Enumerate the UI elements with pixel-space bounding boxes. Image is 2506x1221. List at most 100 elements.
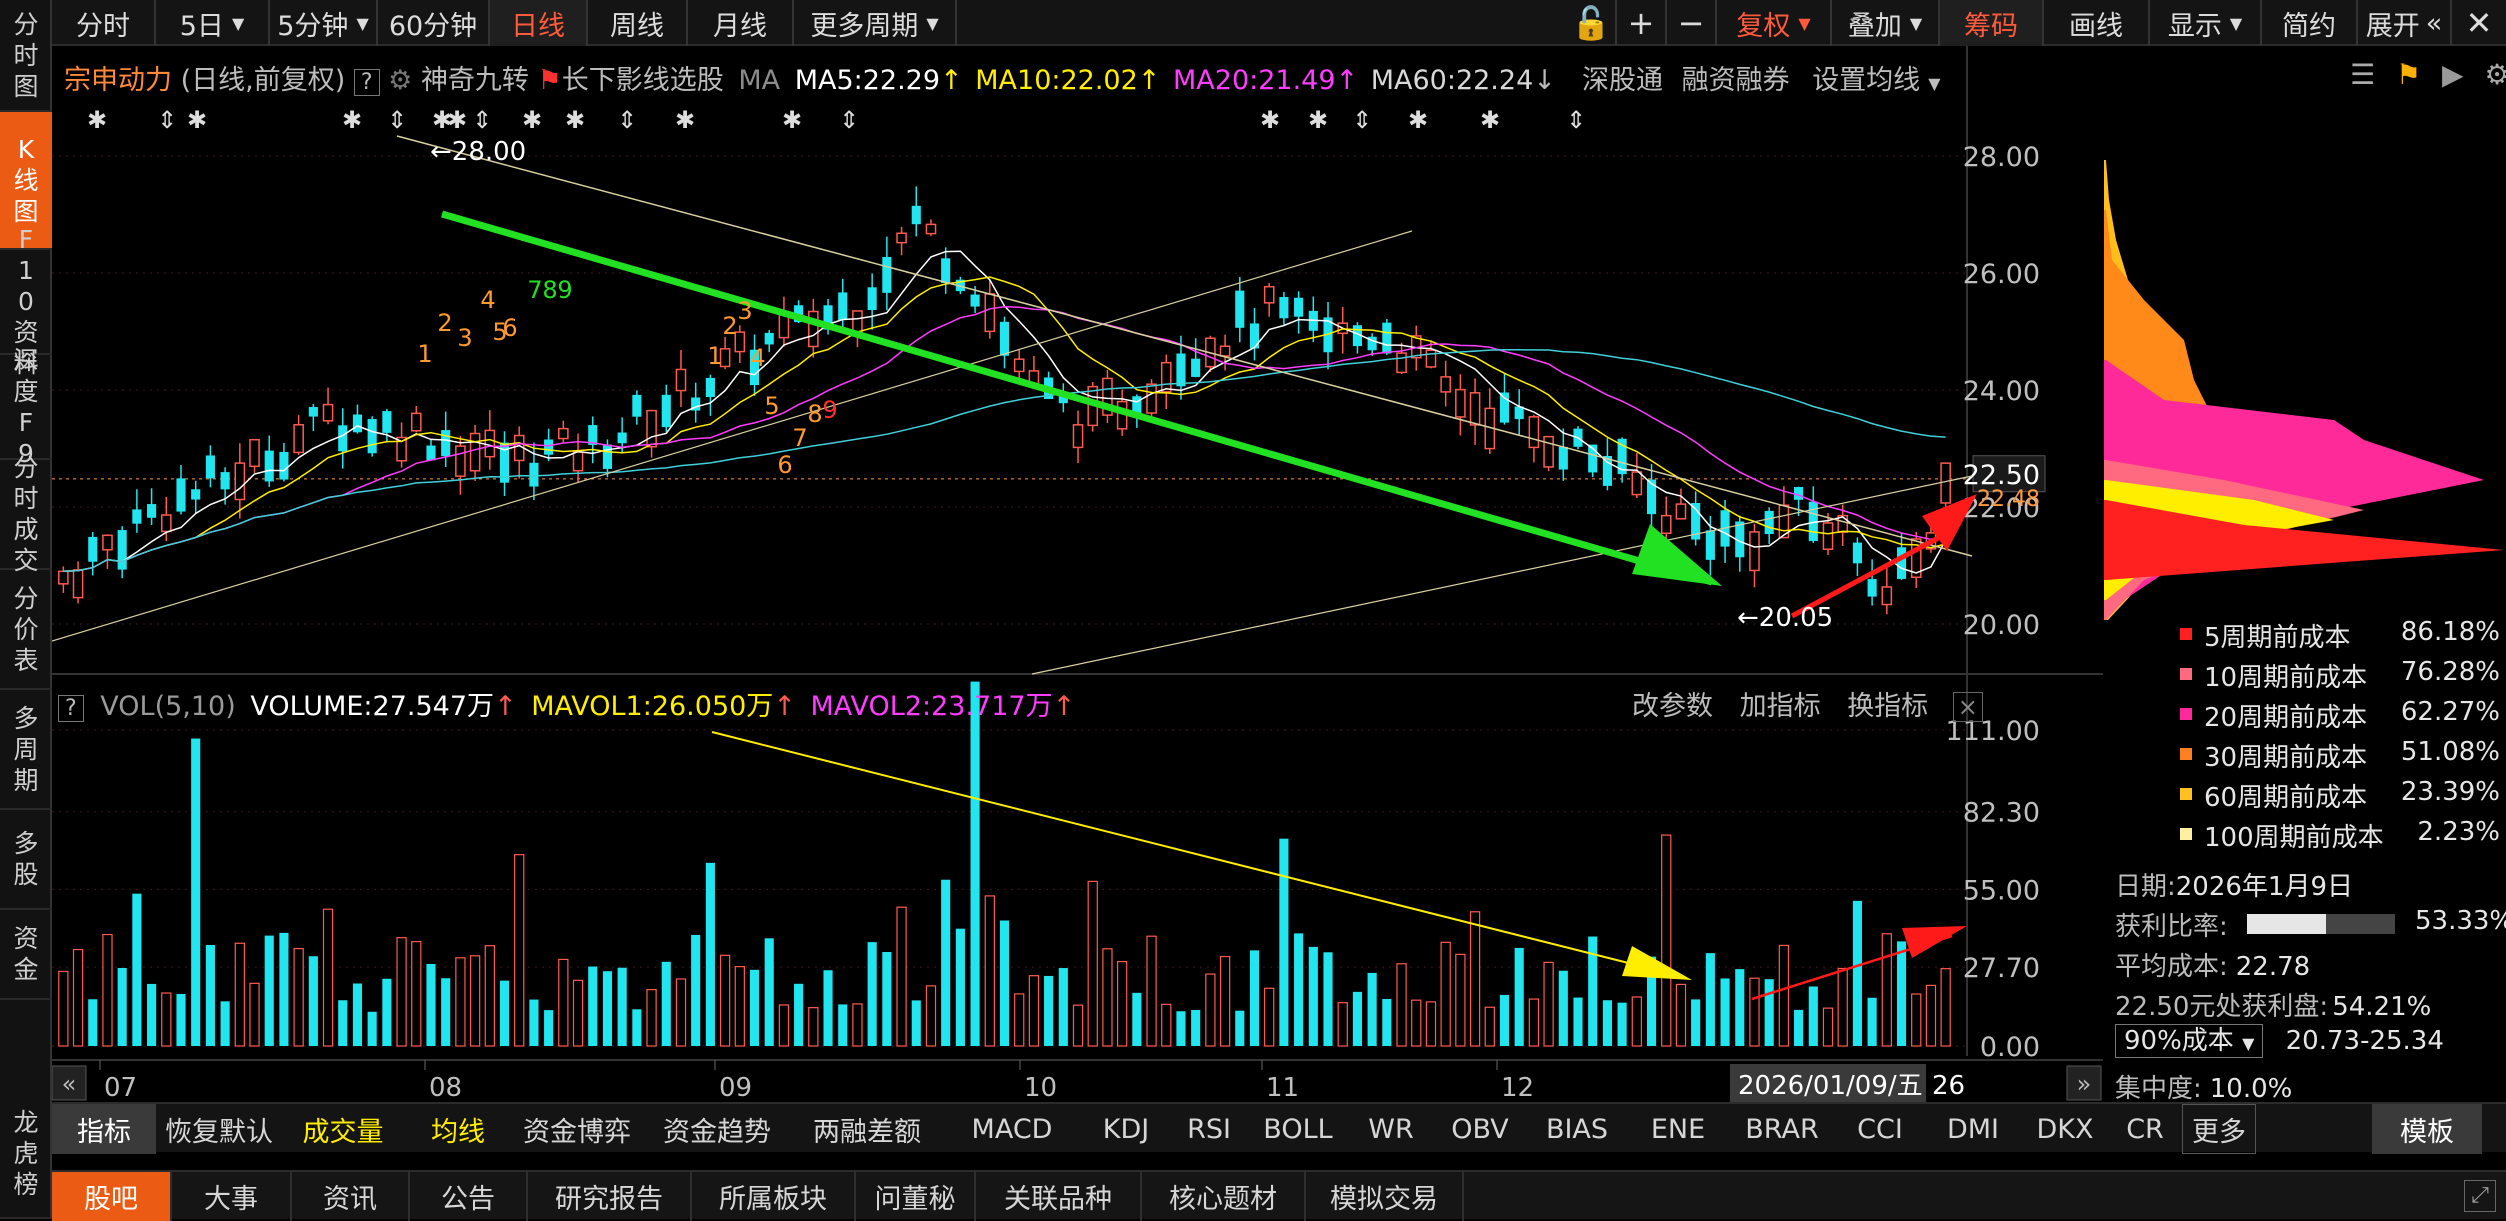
event-star-icon[interactable]: ✱ bbox=[565, 106, 585, 134]
indicator-tab-16[interactable]: CCI bbox=[1836, 1104, 1924, 1154]
help-button[interactable]: ? bbox=[353, 69, 380, 96]
bottom-tab-8[interactable]: 核心题材 bbox=[1142, 1172, 1306, 1221]
sidebar-tab-6[interactable]: 多周期 bbox=[0, 690, 52, 810]
event-star-icon[interactable]: ✱ bbox=[187, 106, 207, 134]
switch-indicator-button[interactable]: 换指标 bbox=[1847, 691, 1929, 722]
bottom-tab-1[interactable]: 大事 bbox=[172, 1172, 292, 1221]
indicator-tab-5[interactable]: 资金趋势 bbox=[642, 1104, 792, 1154]
indicator-tab-3[interactable]: 均线 bbox=[404, 1104, 512, 1154]
bottom-tab-0[interactable]: 股吧 bbox=[52, 1172, 172, 1221]
change-param-button[interactable]: 改参数 bbox=[1632, 691, 1713, 722]
list-icon[interactable]: ☰ bbox=[2350, 58, 2376, 91]
event-star-icon[interactable]: ✱ bbox=[432, 106, 452, 134]
top-button-0[interactable]: 复权 ▼ bbox=[1717, 0, 1832, 46]
indicator-tab-8[interactable]: KDJ bbox=[1082, 1104, 1170, 1154]
top-button-5[interactable]: 简约 bbox=[2262, 0, 2358, 46]
indicator-tab-14[interactable]: ENE bbox=[1628, 1104, 1728, 1154]
play-icon[interactable]: ▶ bbox=[2442, 58, 2464, 91]
indicator-tab-18[interactable]: DKX bbox=[2022, 1104, 2108, 1154]
event-star-icon[interactable]: ✱ bbox=[87, 106, 107, 134]
cost-range-select[interactable]: 90%成本 ▼ bbox=[2115, 1024, 2264, 1058]
plus-icon[interactable]: + bbox=[1617, 0, 1667, 46]
event-star-icon[interactable]: ✱ bbox=[1308, 106, 1328, 134]
top-button-6[interactable]: 展开 « bbox=[2358, 0, 2452, 46]
indicator-tab-1[interactable]: 恢复默认 bbox=[156, 1104, 282, 1154]
period-tab-5[interactable]: 周线 bbox=[588, 0, 688, 46]
indicator-tab-4[interactable]: 资金博弈 bbox=[512, 1104, 642, 1154]
period-tab-0[interactable]: 分时 bbox=[52, 0, 156, 46]
event-star-icon[interactable]: ⇕ bbox=[1352, 106, 1372, 134]
event-star-icon[interactable]: ⇕ bbox=[617, 106, 637, 134]
scroll-left-button[interactable] bbox=[52, 1065, 87, 1101]
indicator-tab-0[interactable]: 指标 bbox=[52, 1104, 156, 1154]
event-star-icon[interactable]: ✱ bbox=[675, 106, 695, 134]
period-tab-7[interactable]: 更多周期 ▼ bbox=[794, 0, 957, 46]
event-star-icon[interactable]: ✱ bbox=[782, 106, 802, 134]
sidebar-tab-7[interactable]: 多股 bbox=[0, 810, 52, 910]
strategy-nine-turn[interactable]: 神奇九转 bbox=[420, 65, 529, 96]
indicator-tab-7[interactable]: MACD bbox=[942, 1104, 1082, 1154]
event-star-icon[interactable]: ✱ bbox=[1260, 106, 1280, 134]
top-button-3[interactable]: 画线 bbox=[2044, 0, 2150, 46]
bottom-tab-5[interactable]: 所属板块 bbox=[692, 1172, 856, 1221]
top-button-1[interactable]: 叠加 ▼ bbox=[1832, 0, 1940, 46]
event-star-icon[interactable]: ✱ bbox=[1480, 106, 1500, 134]
period-tab-6[interactable]: 月线 bbox=[688, 0, 794, 46]
add-indicator-button[interactable]: 加指标 bbox=[1739, 691, 1821, 722]
sz-connect-link[interactable]: 深股通 bbox=[1582, 65, 1663, 96]
indicator-tab-20[interactable]: 更多 bbox=[2182, 1104, 2256, 1154]
event-star-icon[interactable]: ✱ bbox=[447, 106, 467, 134]
expand-panel-icon[interactable]: ⤢ bbox=[2464, 1180, 2496, 1212]
settings-gear-icon[interactable]: ⚙ bbox=[388, 65, 413, 96]
period-tab-1[interactable]: 5日 ▼ bbox=[156, 0, 270, 46]
indicator-tab-2[interactable]: 成交量 bbox=[282, 1104, 404, 1154]
lock-icon[interactable]: 🔓 bbox=[1567, 0, 1617, 46]
close-icon[interactable]: × bbox=[1952, 692, 1983, 722]
event-star-icon[interactable]: ✱ bbox=[1408, 106, 1428, 134]
bottom-tab-7[interactable]: 关联品种 bbox=[976, 1172, 1142, 1221]
bottom-tab-6[interactable]: 问董秘 bbox=[856, 1172, 976, 1221]
top-button-2[interactable]: 筹码 bbox=[1940, 0, 2044, 46]
bottom-tab-4[interactable]: 研究报告 bbox=[528, 1172, 692, 1221]
flag-yellow-icon[interactable]: ⚑ bbox=[2396, 58, 2422, 91]
event-star-icon[interactable]: ✱ bbox=[522, 106, 542, 134]
sidebar-tab-4[interactable]: 分时成交 bbox=[0, 453, 52, 575]
bottom-tab-9[interactable]: 模拟交易 bbox=[1306, 1172, 1464, 1221]
vol-help-button[interactable]: ? bbox=[58, 695, 84, 722]
period-tab-2[interactable]: 5分钟 ▼ bbox=[270, 0, 378, 46]
gear-icon[interactable]: ⚙ bbox=[2484, 58, 2506, 91]
strategy-long-shadow[interactable]: 长下影线选股 bbox=[561, 65, 724, 96]
sidebar-tab-0[interactable]: 分时图 bbox=[0, 0, 52, 112]
template-button[interactable]: 模板 bbox=[2372, 1104, 2482, 1154]
event-star-icon[interactable]: ⇕ bbox=[157, 106, 177, 134]
close-icon[interactable]: ✕ bbox=[2465, 4, 2493, 42]
indicator-tab-19[interactable]: CR bbox=[2108, 1104, 2182, 1154]
sidebar-tab-3[interactable]: 深度F9 bbox=[0, 346, 52, 468]
event-star-icon[interactable]: ⇕ bbox=[472, 106, 492, 134]
bottom-tab-2[interactable]: 资讯 bbox=[292, 1172, 410, 1221]
indicator-tab-10[interactable]: BOLL bbox=[1248, 1104, 1348, 1154]
sidebar-tab-5[interactable]: 分价表 bbox=[0, 570, 52, 690]
sidebar-tab-8[interactable]: 资金 bbox=[0, 910, 52, 1000]
indicator-tab-9[interactable]: RSI bbox=[1170, 1104, 1248, 1154]
event-star-icon[interactable]: ✱ bbox=[342, 106, 362, 134]
set-ma-button[interactable]: 设置均线 bbox=[1812, 65, 1921, 96]
sidebar-tab-9[interactable]: 龙虎榜 bbox=[0, 1090, 52, 1219]
period-tab-3[interactable]: 60分钟 bbox=[378, 0, 490, 46]
indicator-tab-12[interactable]: OBV bbox=[1434, 1104, 1526, 1154]
event-star-icon[interactable]: ⇕ bbox=[387, 106, 407, 134]
margin-trading-link[interactable]: 融资融券 bbox=[1681, 65, 1790, 96]
scroll-right-button[interactable] bbox=[2066, 1065, 2102, 1101]
indicator-tab-15[interactable]: BRAR bbox=[1728, 1104, 1836, 1154]
period-tab-4[interactable]: 日线 bbox=[490, 0, 588, 46]
top-button-4[interactable]: 显示 ▼ bbox=[2150, 0, 2262, 46]
indicator-tab-11[interactable]: WR bbox=[1348, 1104, 1434, 1154]
indicator-tab-6[interactable]: 两融差额 bbox=[792, 1104, 942, 1154]
kline-chart[interactable]: 28.0026.0024.0022.0020.00111.0082.3055.0… bbox=[52, 46, 2103, 1102]
indicator-tab-13[interactable]: BIAS bbox=[1526, 1104, 1628, 1154]
sidebar-tab-1[interactable]: K线图 bbox=[0, 112, 52, 250]
event-star-icon[interactable]: ⇕ bbox=[1566, 106, 1586, 134]
minus-icon[interactable]: − bbox=[1667, 0, 1717, 46]
event-star-icon[interactable]: ⇕ bbox=[839, 106, 859, 134]
indicator-tab-17[interactable]: DMI bbox=[1924, 1104, 2022, 1154]
